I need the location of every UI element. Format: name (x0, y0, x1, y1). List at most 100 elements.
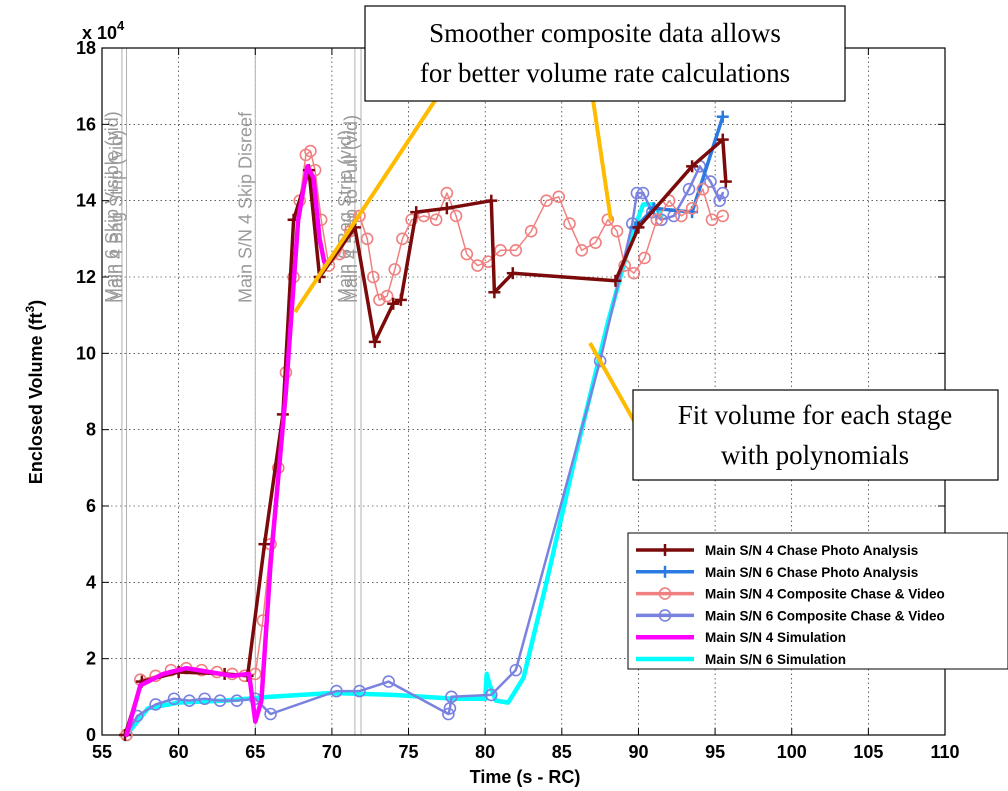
data-point (485, 194, 498, 207)
y-tick-label: 2 (86, 649, 96, 669)
event-label: Main 6 Skip Visible (vid) (102, 111, 122, 303)
data-point (716, 209, 730, 223)
data-point (509, 663, 523, 677)
data-point (396, 232, 409, 246)
data-point (360, 232, 374, 246)
data-point (716, 110, 729, 123)
x-tick-label: 85 (552, 742, 572, 762)
data-point (388, 263, 402, 276)
data-point (230, 694, 244, 707)
y-tick-label: 14 (76, 191, 96, 211)
data-point (685, 202, 699, 215)
data-point (304, 144, 317, 158)
series-line (124, 202, 664, 738)
data-point (445, 690, 458, 704)
data-point (675, 209, 688, 223)
y-tick-label: 8 (86, 420, 96, 440)
data-point (488, 286, 501, 299)
legend-entry: Main S/N 4 Simulation (636, 630, 846, 645)
legend-entry: Main S/N 4 Composite Chase & Video (636, 587, 945, 602)
data-point (593, 354, 607, 368)
y-tick-label: 16 (76, 114, 96, 134)
x-axis-label: Time (s - RC) (470, 767, 581, 787)
legend-label: Main S/N 4 Chase Photo Analysis (705, 543, 918, 558)
x-tick-label: 90 (628, 742, 648, 762)
legend-label: Main S/N 6 Composite Chase & Video (705, 608, 945, 623)
x-tick-label: 105 (853, 742, 883, 762)
callout-right-line1: Fit volume for each stage (678, 400, 952, 430)
legend-items: Main S/N 4 Chase Photo Analysis Main S/N … (636, 543, 945, 667)
legend-label: Main S/N 6 Chase Photo Analysis (705, 565, 918, 580)
data-point (198, 692, 211, 706)
data-point (442, 707, 455, 721)
data-point (494, 243, 507, 257)
data-point (264, 707, 277, 721)
event-markers: Main 6 Skip Visible (vid)Main 4 Bag Stri… (102, 48, 362, 735)
data-point (440, 186, 454, 200)
series-line (124, 164, 327, 738)
y-axis-label: Enclosed Volume (ft3) (23, 300, 46, 484)
data-point (330, 684, 343, 698)
data-point (650, 213, 664, 227)
y-axis-label-sup: 3 (23, 306, 37, 313)
callout-top: Smoother composite data allows for bette… (364, 5, 846, 102)
legend-entry: Main S/N 6 Simulation (636, 652, 846, 667)
data-point (460, 247, 474, 261)
callout-right-line2: with polynomials (721, 440, 909, 470)
x-tick-label: 75 (399, 742, 419, 762)
series-sn4-sim (124, 164, 327, 738)
legend-marker (658, 587, 672, 600)
legend-marker (658, 609, 672, 622)
data-point (394, 293, 407, 306)
data-point (429, 213, 443, 227)
data-point (575, 243, 589, 257)
y-multiplier-exp: 4 (117, 18, 125, 33)
callout-top-box (364, 5, 846, 102)
callout-right-box (632, 389, 999, 481)
data-point (716, 186, 730, 200)
data-point (719, 175, 732, 188)
data-point (449, 209, 463, 223)
legend-label: Main S/N 6 Simulation (705, 652, 846, 667)
callout-top-line2: for better volume rate calculations (420, 58, 790, 88)
legend-box (627, 532, 1008, 670)
x-tick-label: 70 (322, 742, 342, 762)
data-point (485, 688, 498, 702)
data-point (630, 186, 644, 200)
x-tick-label: 100 (777, 742, 807, 762)
data-point (609, 274, 622, 287)
event-label: Main 4 Skip to Full (vid) (341, 115, 361, 303)
x-tick-label: 95 (705, 742, 725, 762)
data-point (353, 684, 366, 698)
data-point (713, 194, 726, 207)
x-tick-label: 65 (245, 742, 265, 762)
data-point (440, 202, 453, 215)
data-point (627, 266, 641, 280)
legend-entry: Main S/N 6 Composite Chase & Video (636, 608, 945, 623)
legend-label: Main S/N 4 Composite Chase & Video (705, 587, 945, 602)
data-point (540, 194, 553, 207)
callout-connector (293, 91, 442, 314)
data-point (509, 243, 523, 257)
data-point (686, 160, 699, 173)
legend: Main S/N 4 Chase Photo Analysis Main S/N … (627, 532, 1008, 670)
y-tick-label: 18 (76, 38, 96, 58)
event-label: Main 4 Bag Strip (vid) (107, 130, 127, 303)
data-point (655, 213, 668, 227)
data-point (705, 213, 719, 227)
y-tick-label: 6 (86, 496, 96, 516)
data-point (258, 538, 271, 551)
data-point (506, 267, 519, 280)
data-point (638, 251, 651, 265)
data-point (382, 675, 395, 688)
x-tick-label: 55 (92, 742, 112, 762)
callout-right: Fit volume for each stage with polynomia… (632, 389, 999, 481)
data-point (601, 213, 615, 227)
callout-lines (293, 91, 640, 429)
data-point (632, 221, 645, 234)
y-tick-label: 4 (86, 572, 96, 592)
x-tick-label: 80 (475, 742, 495, 762)
x-tick-label: 110 (930, 742, 959, 762)
event-label: Main S/N 4 Skip Disreef (235, 111, 255, 303)
data-point (696, 182, 710, 196)
